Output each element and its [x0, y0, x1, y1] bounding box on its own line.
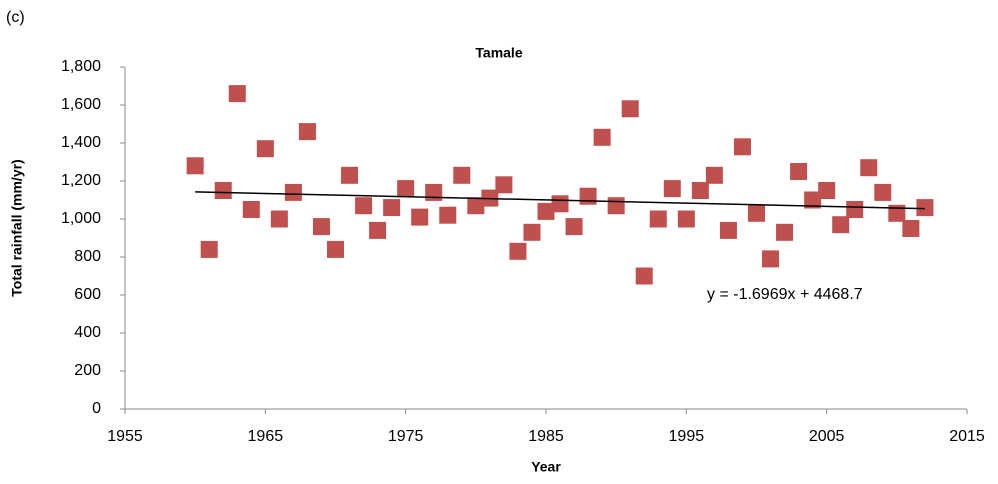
- y-tick-label: 1,800: [61, 58, 101, 75]
- y-tick-label: 0: [92, 400, 101, 417]
- point: [551, 195, 569, 213]
- point: [663, 180, 681, 198]
- point: [846, 201, 864, 218]
- point: [200, 240, 218, 258]
- point: [762, 250, 780, 268]
- point: [790, 163, 808, 180]
- point: [495, 176, 513, 194]
- point: [425, 183, 443, 201]
- point: [439, 206, 457, 224]
- point: [649, 210, 667, 228]
- point: [621, 100, 639, 118]
- point: [691, 182, 709, 199]
- point: [902, 220, 920, 237]
- y-tick-label: 800: [74, 248, 101, 265]
- point: [453, 166, 471, 184]
- y-tick-label: 1,000: [61, 210, 101, 227]
- point: [509, 242, 527, 260]
- point: [355, 197, 373, 215]
- point: [874, 183, 892, 201]
- y-tick-label: 1,600: [61, 96, 101, 113]
- point: [733, 138, 751, 156]
- point: [537, 202, 555, 220]
- point: [593, 128, 611, 146]
- y-tick-label: 600: [74, 286, 101, 303]
- point: [228, 85, 246, 103]
- x-tick-label: 2005: [809, 428, 845, 445]
- point: [804, 191, 822, 209]
- point: [579, 187, 597, 205]
- point: [327, 240, 344, 258]
- point: [523, 223, 541, 241]
- point: [383, 199, 401, 217]
- point: [411, 208, 429, 226]
- point: [256, 140, 274, 158]
- x-tick-label: 1965: [248, 428, 284, 445]
- point: [284, 183, 302, 201]
- point: [467, 197, 485, 215]
- point: [270, 210, 288, 228]
- point: [186, 157, 204, 175]
- y-axis-label: Total rainfall (mm/yr): [9, 159, 25, 296]
- point: [298, 123, 316, 141]
- point: [860, 159, 878, 177]
- chart-title: Tamale: [475, 45, 522, 61]
- point: [748, 204, 765, 222]
- x-tick-label: 2015: [949, 428, 985, 445]
- point: [312, 218, 330, 236]
- point: [369, 221, 387, 239]
- point: [397, 180, 415, 198]
- point: [565, 218, 583, 236]
- point: [888, 204, 906, 222]
- x-tick-label: 1985: [528, 428, 564, 445]
- point: [635, 267, 653, 285]
- point: [341, 166, 359, 184]
- point: [242, 201, 260, 218]
- point: [818, 182, 836, 199]
- y-tick-label: 400: [74, 324, 101, 341]
- x-tick-label: 1975: [388, 428, 424, 445]
- x-tick-label: 1995: [669, 428, 705, 445]
- point: [719, 221, 737, 239]
- y-tick-label: 200: [74, 362, 101, 379]
- point: [607, 197, 625, 215]
- point: [832, 216, 850, 234]
- x-tick-label: 1955: [107, 428, 143, 445]
- point: [916, 199, 934, 217]
- trendline-equation: y = -1.6969x + 4468.7: [707, 286, 863, 303]
- point: [776, 223, 794, 241]
- point: [677, 210, 695, 228]
- trendline: [195, 191, 925, 210]
- y-tick-label: 1,200: [61, 172, 101, 189]
- point: [214, 182, 232, 199]
- x-axis-label: Year: [531, 459, 561, 475]
- y-tick-label: 1,400: [61, 134, 101, 151]
- panel-label: (c): [6, 9, 25, 26]
- point: [705, 166, 723, 184]
